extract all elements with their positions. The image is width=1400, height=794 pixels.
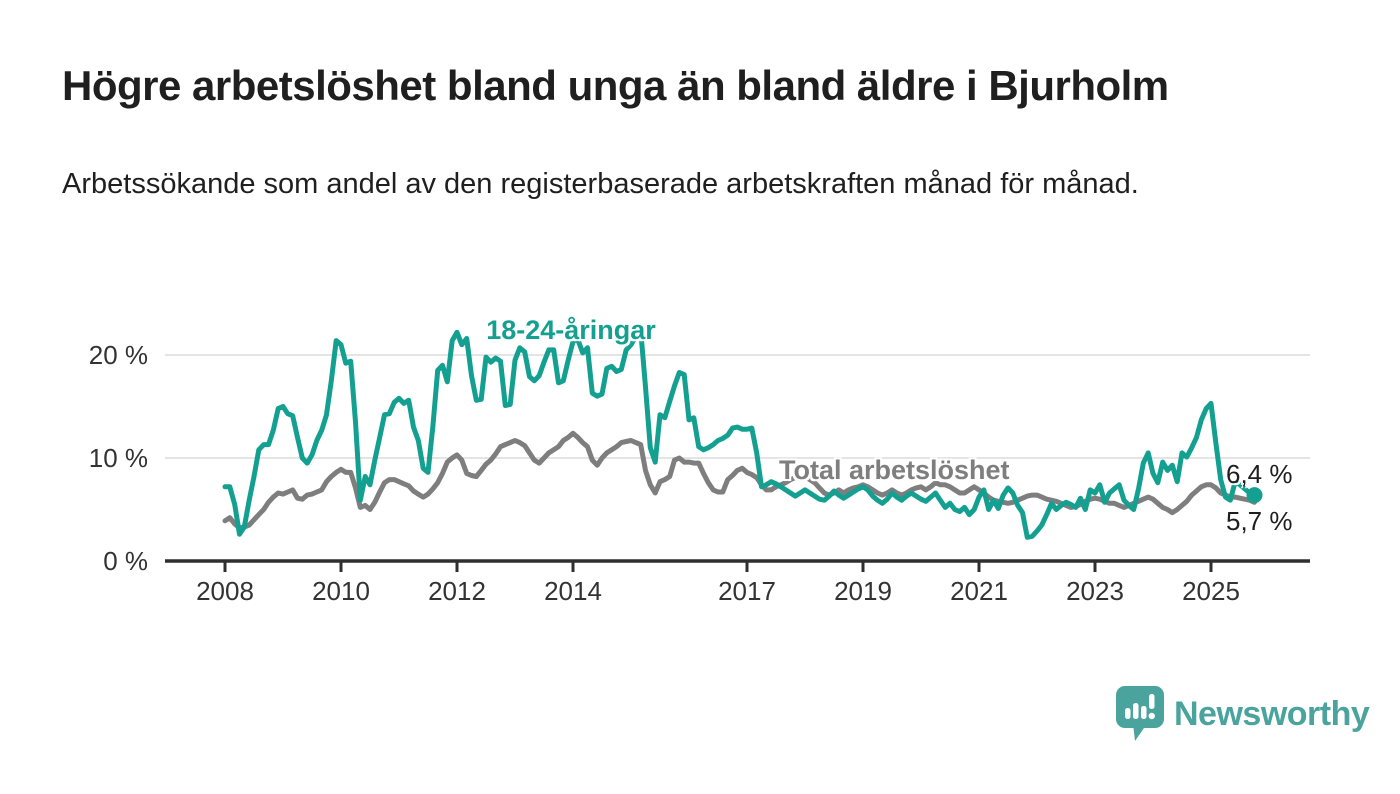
x-axis-ticks bbox=[223, 561, 1213, 572]
page-subtitle: Arbetssökande som andel av den registerb… bbox=[62, 168, 1139, 200]
y-axis-tick-labels: 0 % 10 % 20 % bbox=[89, 340, 148, 576]
gridlines bbox=[165, 354, 1310, 459]
x-axis-tick-label: 2025 bbox=[1182, 576, 1240, 606]
newsworthy-logo-text: Newsworthy bbox=[1174, 694, 1370, 733]
series-label-young: 18-24-åringar bbox=[486, 315, 656, 345]
series-end-dot bbox=[1246, 487, 1263, 504]
y-axis-tick-label: 10 % bbox=[89, 443, 148, 473]
x-axis-tick-label: 2012 bbox=[428, 576, 486, 606]
x-axis-tick-label: 2023 bbox=[1066, 576, 1124, 606]
x-axis-tick-label: 2010 bbox=[312, 576, 370, 606]
y-axis-tick-label: 0 % bbox=[103, 546, 148, 576]
x-axis-tick-label: 2021 bbox=[950, 576, 1008, 606]
x-axis-tick-labels: 2008 2010 2012 2014 2017 2019 2021 2023 2025 bbox=[196, 576, 1240, 606]
newsworthy-logo-icon bbox=[1116, 686, 1164, 741]
logo-bars-icon bbox=[1125, 694, 1155, 720]
newsworthy-logo: Newsworthy bbox=[1116, 686, 1370, 742]
y-axis-tick-label: 20 % bbox=[89, 340, 148, 370]
x-axis-tick-label: 2014 bbox=[544, 576, 602, 606]
x-axis-tick-label: 2019 bbox=[834, 576, 892, 606]
series-line-young bbox=[222, 327, 1257, 540]
end-value-young: 6,4 % bbox=[1226, 459, 1293, 489]
x-axis-tick-label: 2017 bbox=[718, 576, 776, 606]
end-value-total: 5,7 % bbox=[1226, 506, 1293, 536]
page-title: Högre arbetslöshet bland unga än bland ä… bbox=[62, 62, 1169, 109]
series-label-total: Total arbetslöshet bbox=[779, 455, 1010, 485]
x-axis-tick-label: 2008 bbox=[196, 576, 254, 606]
